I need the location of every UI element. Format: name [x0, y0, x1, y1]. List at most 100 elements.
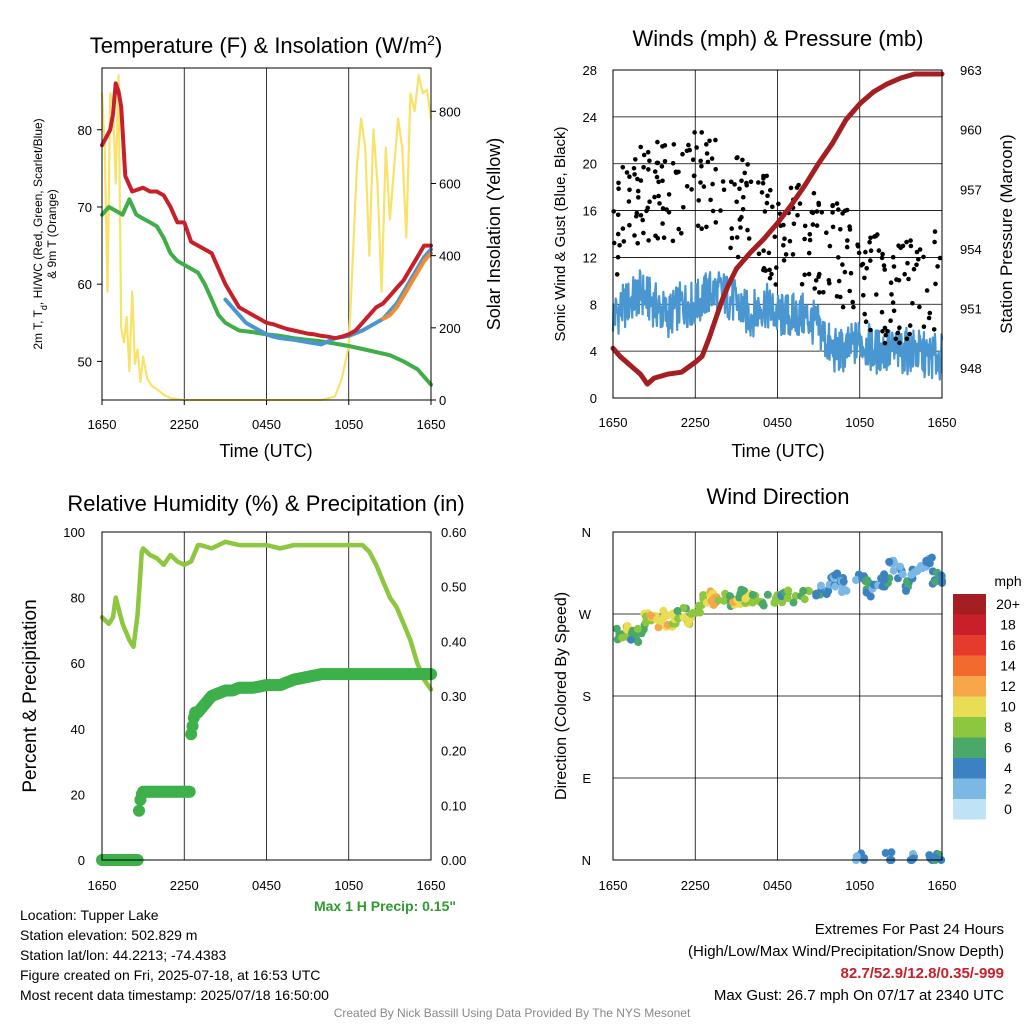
gust-point — [694, 145, 699, 150]
gust-point — [655, 236, 661, 241]
temperature-series-line — [381, 251, 433, 321]
gust-point — [781, 243, 786, 248]
gust-point — [645, 149, 651, 155]
gust-point — [862, 275, 867, 281]
y2-tick-label: 0.00 — [441, 853, 466, 868]
gust-point — [710, 181, 715, 187]
gust-point — [764, 200, 770, 206]
wind-direction-point — [902, 586, 910, 595]
winds-plot-frame — [612, 69, 943, 399]
gust-point — [746, 236, 752, 241]
gust-point — [893, 336, 899, 342]
gust-point — [738, 225, 743, 230]
gust-point — [638, 213, 644, 218]
gust-point — [890, 300, 896, 305]
x-tick-label: 1650 — [88, 878, 117, 893]
gust-point — [654, 174, 660, 180]
gust-point — [756, 251, 762, 257]
gust-point — [657, 201, 662, 206]
gust-point — [662, 159, 668, 164]
gust-point — [734, 235, 740, 240]
wind-direction-point — [654, 623, 663, 632]
wind-direction-point — [831, 582, 840, 591]
gust-point — [895, 330, 901, 336]
gust-point — [783, 252, 789, 257]
wind-direction-plot-frame — [612, 531, 943, 861]
colorbar-swatch — [953, 758, 986, 779]
gust-point — [728, 245, 733, 251]
gust-point — [863, 319, 869, 325]
gust-point — [705, 159, 711, 165]
gust-point — [933, 281, 938, 287]
wind-direction-point — [735, 593, 744, 602]
gust-point — [646, 167, 651, 172]
gust-point — [748, 179, 754, 185]
x-tick-label: 1650 — [417, 417, 446, 432]
gust-point — [836, 207, 841, 212]
gust-point — [910, 300, 915, 306]
created-text: Figure created on Fri, 2025-07-18, at 16… — [20, 967, 321, 983]
gust-point — [824, 230, 829, 235]
gust-point — [686, 142, 691, 148]
y-tick-label: 100 — [63, 525, 85, 540]
gust-point — [689, 187, 694, 192]
wind-direction-point — [741, 594, 750, 603]
gust-point — [813, 278, 819, 283]
colorbar-label: 12 — [1000, 678, 1016, 694]
gust-point — [844, 207, 850, 213]
wind-direction-point — [925, 851, 934, 860]
gust-point — [917, 247, 923, 252]
station-info: Location: Tupper Lake Station elevation:… — [20, 905, 329, 1005]
gust-point — [880, 251, 885, 257]
gust-point — [807, 232, 813, 237]
gust-point — [847, 288, 852, 294]
gust-point — [842, 269, 848, 275]
extremes-subtitle: (High/Low/Max Wind/Precipitation/Snow De… — [688, 943, 1004, 960]
wind-direction-point — [714, 596, 723, 605]
y-tick-label: 60 — [78, 277, 92, 292]
gust-point — [632, 233, 637, 238]
gust-point — [797, 201, 803, 206]
gust-point — [615, 231, 621, 237]
gust-point — [662, 143, 668, 148]
gust-point — [655, 139, 660, 145]
gust-point — [713, 220, 719, 225]
gust-point — [739, 178, 744, 184]
wind-direction-point — [618, 633, 627, 642]
gust-point — [741, 194, 746, 200]
gust-point — [879, 309, 885, 315]
extremes-box: Extremes For Past 24 Hours (High/Low/Max… — [688, 919, 1004, 1007]
gust-point — [684, 184, 690, 189]
gust-point — [735, 254, 741, 260]
y2-tick-label: 948 — [960, 361, 982, 376]
pressure-line — [610, 71, 945, 387]
gust-point — [641, 152, 647, 158]
colorbar-swatch — [953, 696, 986, 717]
gust-point — [707, 138, 712, 144]
gust-point — [840, 262, 845, 267]
gust-point — [701, 184, 707, 189]
y-tick-label: 0 — [78, 853, 85, 868]
x-tick-label: 2250 — [170, 417, 199, 432]
gust-point — [806, 271, 812, 277]
wind-direction-point — [789, 598, 798, 607]
gust-point — [906, 276, 911, 282]
gust-point — [921, 324, 927, 330]
wind-direction-point — [852, 576, 860, 584]
colorbar-label: 8 — [1004, 719, 1012, 735]
x-tick-label: 2250 — [170, 878, 199, 893]
gust-point — [904, 336, 910, 342]
gust-point — [817, 271, 822, 277]
gust-point — [760, 180, 766, 186]
gust-point — [904, 239, 909, 245]
x-tick-label: 1650 — [417, 878, 446, 893]
gust-point — [670, 161, 676, 166]
wind-direction-point — [812, 591, 821, 600]
gust-point — [699, 164, 704, 169]
gust-point — [699, 130, 704, 135]
gust-point — [647, 199, 652, 204]
y2-tick-label: 0.10 — [441, 798, 466, 813]
y2-tick-label: 954 — [960, 242, 982, 257]
gust-point — [670, 238, 676, 244]
y-tick-label: 28 — [583, 63, 597, 78]
